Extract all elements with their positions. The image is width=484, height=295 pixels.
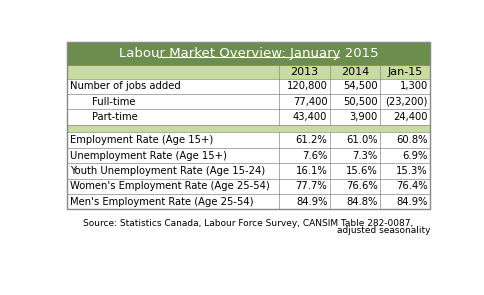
Text: 54,500: 54,500 <box>342 81 377 91</box>
Text: Youth Unemployment Rate (Age 15-24): Youth Unemployment Rate (Age 15-24) <box>70 166 264 176</box>
Bar <box>67 163 429 178</box>
Text: 84.9%: 84.9% <box>295 197 327 207</box>
Bar <box>67 178 429 194</box>
Bar <box>67 78 429 94</box>
Text: 77,400: 77,400 <box>292 97 327 106</box>
Text: 84.8%: 84.8% <box>346 197 377 207</box>
Text: 120,800: 120,800 <box>286 81 327 91</box>
Text: Number of jobs added: Number of jobs added <box>70 81 181 91</box>
Text: adjusted seasonality: adjusted seasonality <box>336 226 429 235</box>
Text: 15.3%: 15.3% <box>395 166 427 176</box>
Text: Full-time: Full-time <box>91 97 135 106</box>
Text: 76.6%: 76.6% <box>345 181 377 191</box>
Text: Men's Employment Rate (Age 25-54): Men's Employment Rate (Age 25-54) <box>70 197 253 207</box>
Text: 76.4%: 76.4% <box>395 181 427 191</box>
Bar <box>67 109 429 125</box>
Text: 3,900: 3,900 <box>349 112 377 122</box>
Bar <box>67 132 429 148</box>
Text: 77.7%: 77.7% <box>295 181 327 191</box>
Bar <box>67 65 429 78</box>
Text: 7.6%: 7.6% <box>302 150 327 160</box>
Text: 7.3%: 7.3% <box>352 150 377 160</box>
Bar <box>67 42 429 209</box>
Bar <box>67 148 429 163</box>
Bar <box>67 194 429 209</box>
Text: Labour Market Overview: January 2015: Labour Market Overview: January 2015 <box>119 47 378 60</box>
Text: 60.8%: 60.8% <box>395 135 427 145</box>
Text: Jan-15: Jan-15 <box>387 67 422 77</box>
Text: 16.1%: 16.1% <box>295 166 327 176</box>
Text: Source: Statistics Canada, Labour Force Survey, CANSIM Table 282-0087,: Source: Statistics Canada, Labour Force … <box>83 219 413 228</box>
Bar <box>67 42 429 65</box>
Text: Unemployment Rate (Age 15+): Unemployment Rate (Age 15+) <box>70 150 227 160</box>
Bar <box>67 94 429 109</box>
Bar <box>67 125 429 132</box>
Text: 24,400: 24,400 <box>393 112 427 122</box>
Text: Women's Employment Rate (Age 25-54): Women's Employment Rate (Age 25-54) <box>70 181 269 191</box>
Text: 50,500: 50,500 <box>342 97 377 106</box>
Text: (23,200): (23,200) <box>385 97 427 106</box>
Text: 2013: 2013 <box>290 67 318 77</box>
Text: 2014: 2014 <box>340 67 368 77</box>
Text: 61.2%: 61.2% <box>295 135 327 145</box>
Text: 1,300: 1,300 <box>399 81 427 91</box>
Text: Employment Rate (Age 15+): Employment Rate (Age 15+) <box>70 135 213 145</box>
Text: 6.9%: 6.9% <box>402 150 427 160</box>
Text: 43,400: 43,400 <box>292 112 327 122</box>
Text: 15.6%: 15.6% <box>345 166 377 176</box>
Text: 61.0%: 61.0% <box>346 135 377 145</box>
Text: 84.9%: 84.9% <box>395 197 427 207</box>
Text: Part-time: Part-time <box>91 112 137 122</box>
